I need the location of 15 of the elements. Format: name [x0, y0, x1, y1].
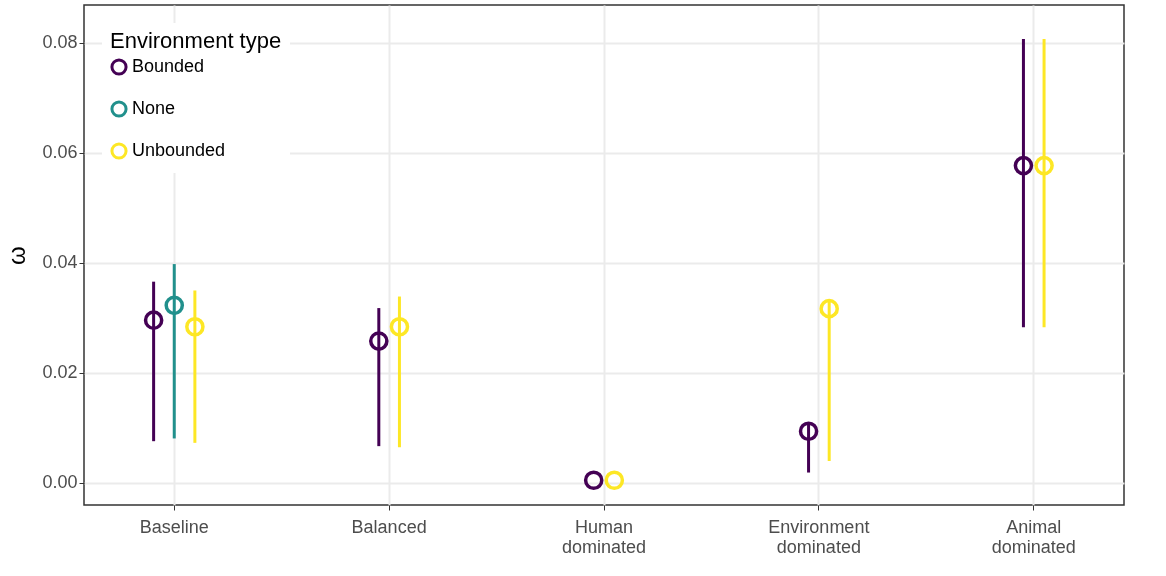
y-tick-label: 0.06	[42, 142, 78, 163]
y-tick-label: 0.04	[42, 252, 78, 273]
y-tick-label: 0.08	[42, 32, 78, 53]
legend-label: Bounded	[132, 56, 205, 76]
y-tick-label: 0.02	[42, 362, 78, 383]
x-tick-label: Balanced	[351, 516, 427, 537]
x-tick-label: Baseline	[139, 516, 209, 537]
x-tick-label: Animal dominated	[991, 516, 1076, 557]
y-axis-title: ω	[3, 246, 31, 265]
legend-label: None	[132, 98, 176, 118]
x-tick-label: Human dominated	[561, 516, 647, 557]
y-tick-label: 0.00	[42, 472, 78, 493]
legend-title: Environment type	[110, 28, 282, 53]
legend-label: Unbounded	[132, 140, 226, 160]
x-tick-label: Environment dominated	[768, 516, 870, 557]
